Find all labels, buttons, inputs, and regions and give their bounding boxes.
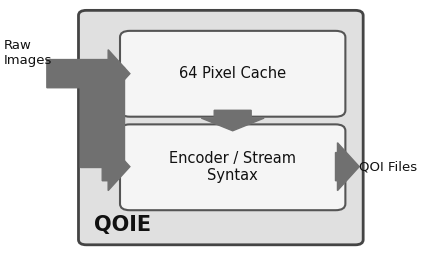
Polygon shape (47, 50, 130, 98)
Text: 64 Pixel Cache: 64 Pixel Cache (179, 66, 286, 81)
Text: QOI Files: QOI Files (359, 160, 417, 173)
FancyBboxPatch shape (120, 31, 346, 117)
FancyBboxPatch shape (79, 10, 363, 245)
Text: QOIE: QOIE (94, 214, 151, 235)
Polygon shape (80, 67, 124, 167)
Polygon shape (102, 143, 130, 191)
Text: Raw
Images: Raw Images (3, 39, 52, 67)
Polygon shape (201, 110, 264, 131)
Polygon shape (335, 143, 359, 191)
FancyBboxPatch shape (120, 124, 346, 210)
Text: Encoder / Stream
Syntax: Encoder / Stream Syntax (169, 151, 296, 183)
